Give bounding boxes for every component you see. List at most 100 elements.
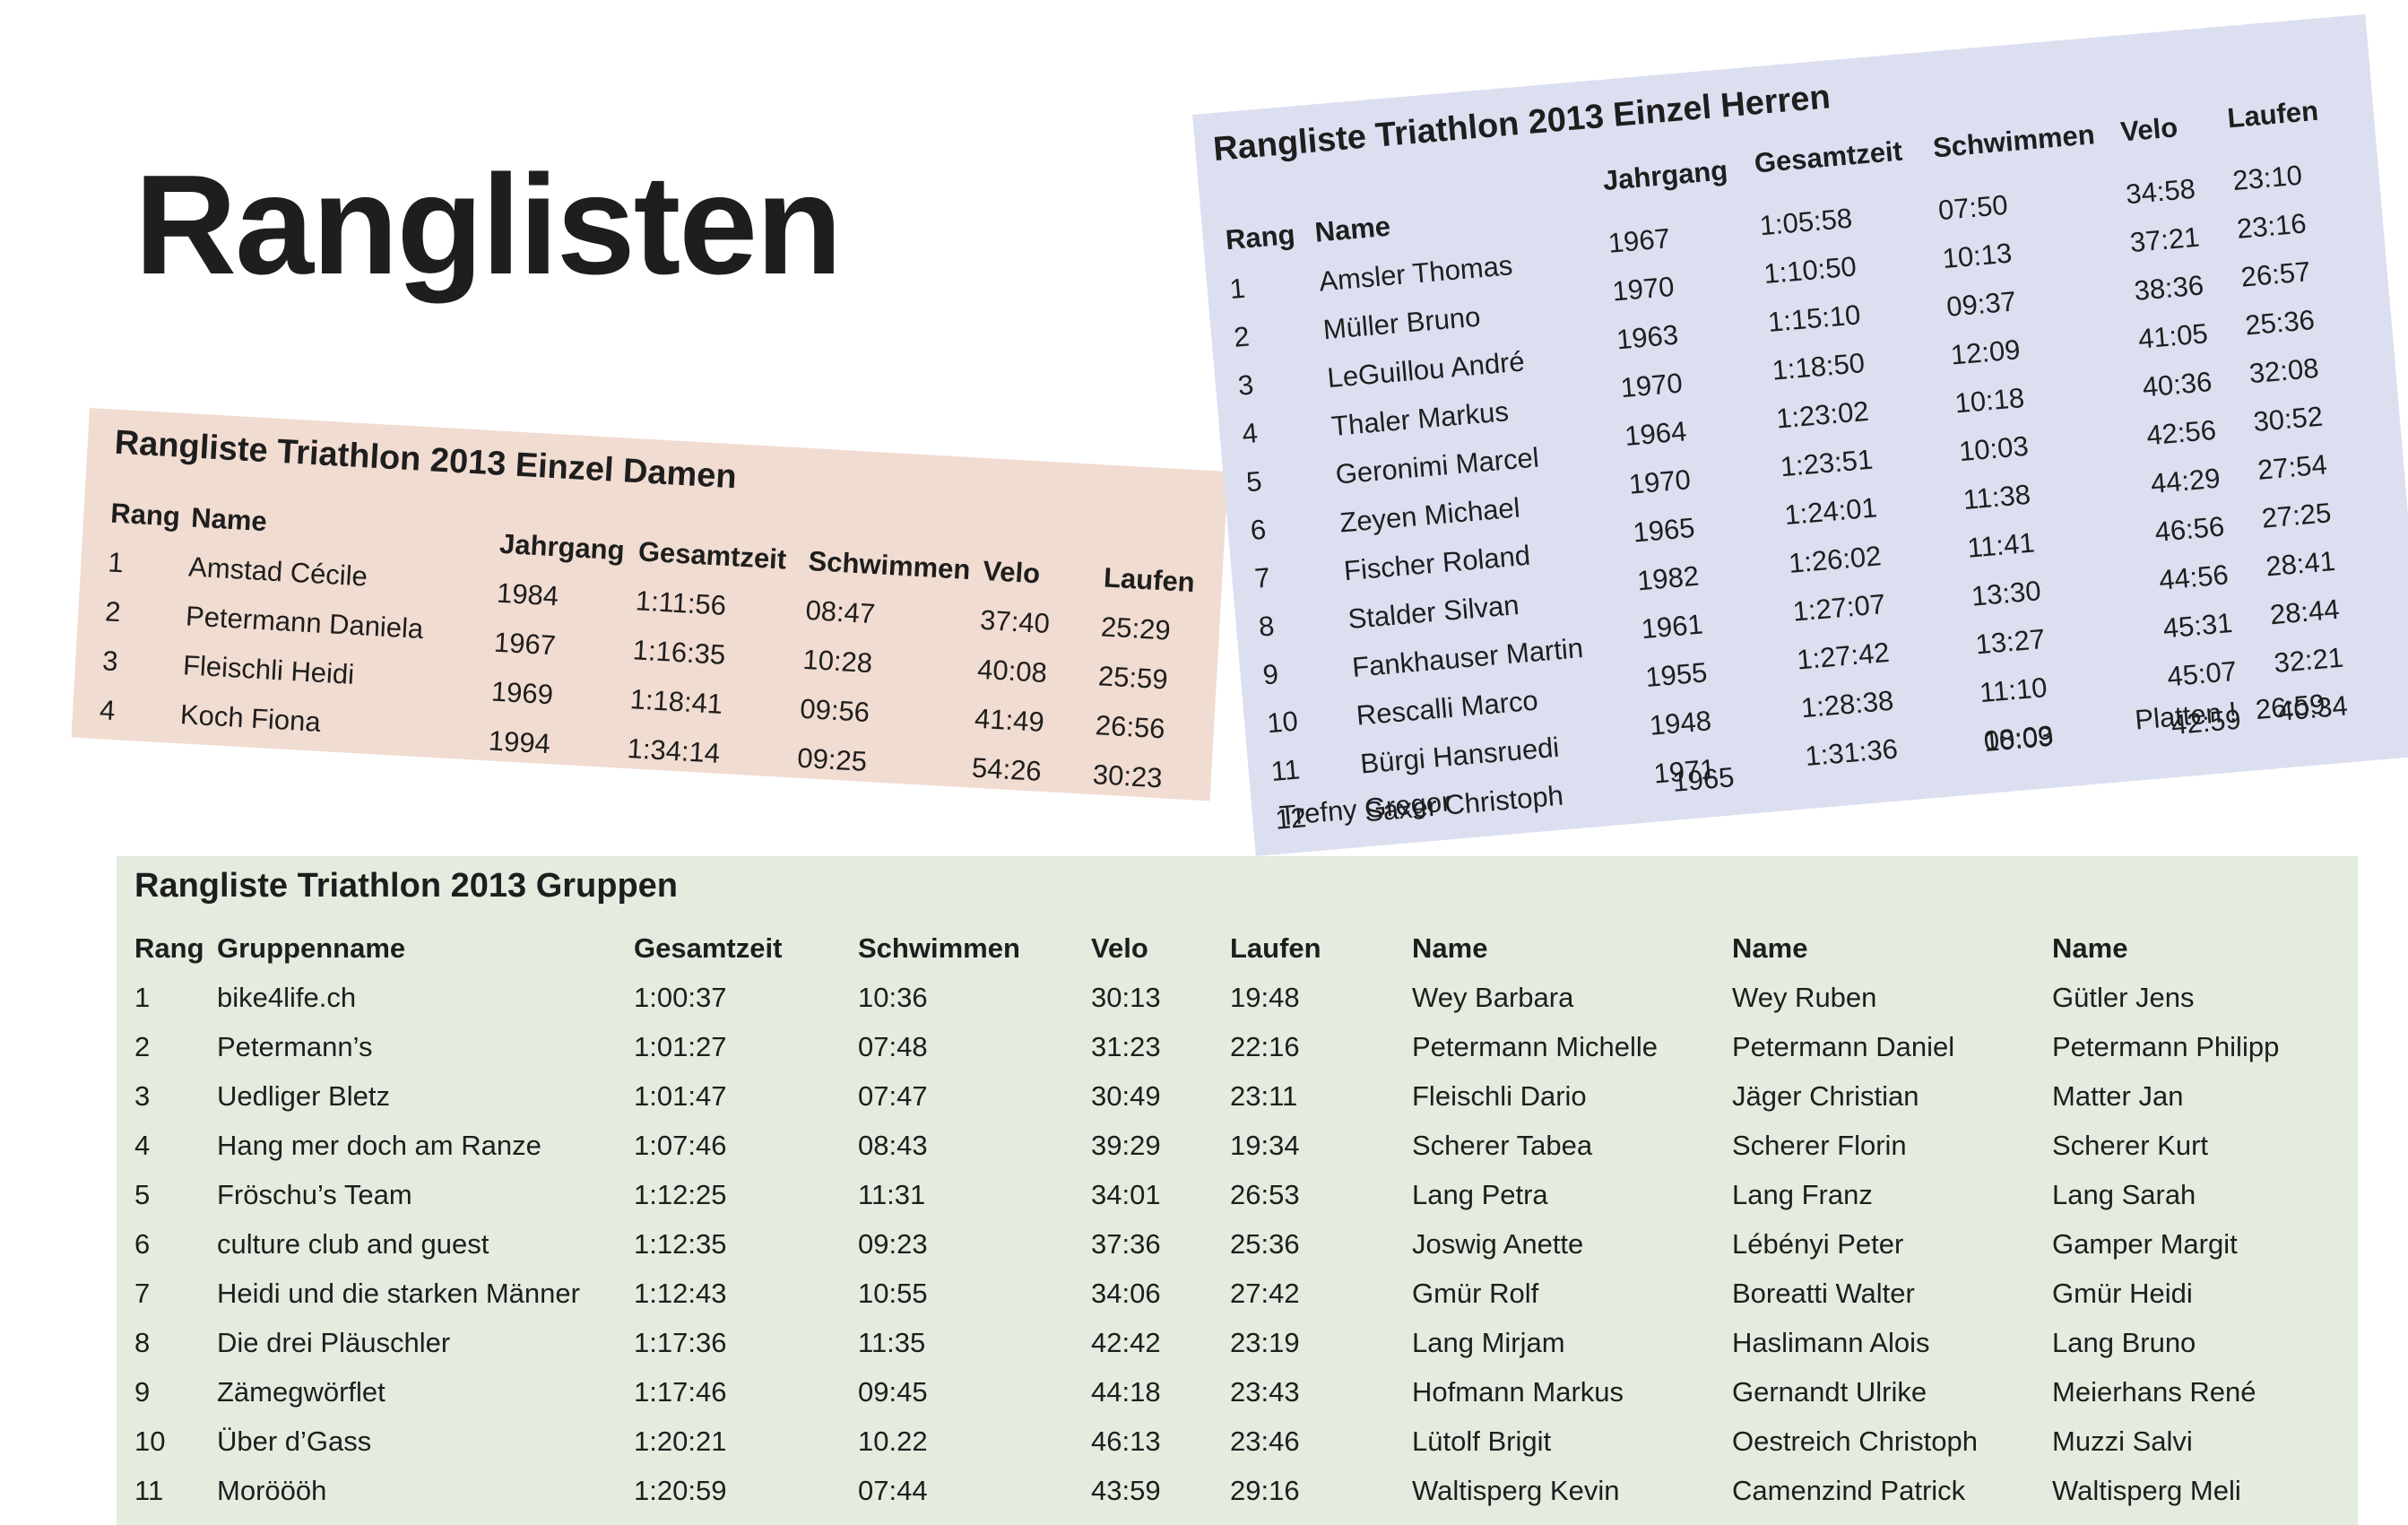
cell-laufen: 23:46 — [1230, 1425, 1300, 1457]
cell-rang: 11 — [1269, 753, 1302, 788]
cell-velo: 37:36 — [1091, 1228, 1161, 1260]
column-header-gesamtzeit: Gesamtzeit — [637, 535, 788, 576]
cell-jahrgang: 1969 — [490, 675, 554, 711]
column-header-name2: Name — [1732, 932, 1808, 964]
cell-laufen: 22:16 — [1230, 1031, 1300, 1062]
cell-rang: 2 — [104, 595, 122, 628]
cell-gesamtzeit: 1:10:50 — [1763, 250, 1858, 290]
cell-velo: 45:07 — [2166, 654, 2239, 693]
column-header-jahrgang: Jahrgang — [498, 527, 626, 567]
cell-rang: 9 — [1261, 658, 1280, 691]
cell-schwimmen: 10:28 — [801, 643, 874, 680]
cell-name1: Waltisperg Kevin — [1412, 1475, 1620, 1506]
cell-velo: 46:56 — [2153, 510, 2226, 548]
cell-gesamtzeit: 1:11:56 — [634, 585, 727, 621]
page-title: Ranglisten — [134, 146, 843, 304]
cell-velo: 30:13 — [1091, 982, 1161, 1013]
cell-gruppenname: Moröööh — [217, 1475, 327, 1506]
damen-ranking-card: Rangliste Triathlon 2013 Einzel Damen Ra… — [71, 408, 1229, 801]
cell-gesamtzeit: 1:16:35 — [631, 634, 727, 671]
column-header-rang: Rang — [109, 497, 181, 533]
cell-jahrgang: 1963 — [1615, 318, 1680, 356]
cell-gruppenname: Hang mer doch am Ranze — [217, 1130, 541, 1161]
cell-gesamtzeit: 1:05:58 — [1758, 202, 1854, 242]
column-header-schwimmen: Schwimmen — [1931, 118, 2096, 164]
cell-velo: 34:06 — [1091, 1278, 1161, 1309]
column-header-velo: Velo — [2118, 111, 2179, 148]
column-header-gruppenname: Gruppenname — [217, 932, 406, 964]
cell-laufen: 25:36 — [1230, 1228, 1300, 1260]
cell-name1: Joswig Anette — [1412, 1228, 1584, 1260]
cell-rang: 8 — [1257, 610, 1276, 643]
cell-laufen: 26:53 — [1230, 1179, 1300, 1210]
cell-schwimmen: 11:38 — [1962, 478, 2032, 516]
cell-schwimmen: 11:10 — [1978, 671, 2049, 709]
cell-velo: 40:36 — [2141, 366, 2213, 403]
cell-jahrgang: 1965 — [1632, 511, 1696, 549]
cell-name: Koch Fiona — [179, 698, 322, 738]
cell-name3: Lang Bruno — [2052, 1327, 2196, 1358]
cell-laufen: 25:29 — [1100, 611, 1172, 646]
cell-laufen: 32:08 — [2248, 351, 2320, 390]
extra-jahrgang: 1965 — [1671, 761, 1736, 798]
cell-name1: Fleischli Dario — [1412, 1080, 1587, 1112]
cell-jahrgang: 1982 — [1635, 559, 1701, 597]
cell-schwimmen: 10.22 — [858, 1425, 928, 1457]
cell-schwimmen: 10:36 — [858, 982, 928, 1013]
column-header-rang: Rang — [1224, 218, 1296, 256]
cell-rang: 4 — [1241, 417, 1260, 450]
cell-schwimmen: 09:56 — [799, 692, 871, 729]
cell-name3: Petermann Philipp — [2052, 1031, 2280, 1062]
cell-jahrgang: 1948 — [1648, 705, 1713, 741]
column-header-gesamtzeit: Gesamtzeit — [634, 932, 783, 964]
column-header-jahrgang: Jahrgang — [1601, 154, 1729, 197]
cell-name: Amstad Cécile — [187, 550, 368, 593]
cell-rang: 10 — [134, 1425, 166, 1457]
cell-name: Stalder Silvan — [1347, 588, 1520, 636]
extra-laufen: 26:59 — [2254, 688, 2326, 726]
cell-name1: Gmür Rolf — [1412, 1278, 1539, 1309]
cell-schwimmen: 13:30 — [1970, 575, 2042, 612]
cell-gesamtzeit: 1:18:41 — [628, 683, 724, 720]
cell-name2: Oestreich Christoph — [1732, 1425, 1978, 1457]
column-header-gesamtzeit: Gesamtzeit — [1753, 134, 1904, 179]
cell-gesamtzeit: 1:20:21 — [634, 1425, 727, 1457]
cell-velo: 37:21 — [2128, 221, 2201, 259]
cell-name3: Matter Jan — [2052, 1080, 2184, 1112]
cell-gruppenname: Die drei Pläuschler — [217, 1327, 451, 1358]
cell-schwimmen: 09:23 — [858, 1228, 928, 1260]
cell-gesamtzeit: 1:27:42 — [1795, 636, 1891, 676]
cell-rang: 11 — [134, 1475, 164, 1506]
cell-velo: 34:01 — [1091, 1179, 1161, 1210]
cell-gruppenname: Zämegwörflet — [217, 1376, 385, 1408]
cell-name2: Petermann Daniel — [1732, 1031, 1955, 1062]
cell-velo: 41:05 — [2136, 317, 2210, 355]
column-header-name: Name — [190, 501, 268, 538]
column-header-laufen: Laufen — [1103, 561, 1196, 599]
herren-ranking-card: Rangliste Triathlon 2013 Einzel Herren R… — [1192, 13, 2408, 856]
cell-velo: 41:49 — [974, 702, 1045, 738]
cell-rang: 2 — [134, 1031, 151, 1062]
cell-schwimmen: 07:47 — [858, 1080, 928, 1112]
cell-gesamtzeit: 1:12:43 — [634, 1278, 727, 1309]
cell-laufen: 25:59 — [1097, 660, 1169, 696]
cell-gesamtzeit: 1:17:46 — [634, 1376, 727, 1408]
cell-gesamtzeit: 1:01:47 — [634, 1080, 727, 1112]
cell-name1: Hofmann Markus — [1412, 1376, 1624, 1408]
cell-schwimmen: 09:45 — [858, 1376, 928, 1408]
cell-velo: 37:40 — [979, 603, 1051, 640]
column-header-rang: Rang — [134, 932, 204, 964]
cell-name1: Lang Petra — [1412, 1179, 1548, 1210]
cell-laufen: 32:21 — [2273, 641, 2345, 680]
cell-rang: 7 — [134, 1278, 151, 1309]
cell-schwimmen: 10:03 — [1957, 429, 2031, 468]
cell-velo: 46:13 — [1091, 1425, 1161, 1457]
cell-laufen: 27:42 — [1230, 1278, 1300, 1309]
damen-title: Rangliste Triathlon 2013 Einzel Damen — [113, 423, 738, 497]
cell-laufen: 26:56 — [1095, 709, 1166, 745]
herren-title: Rangliste Triathlon 2013 Einzel Herren — [1211, 78, 1832, 169]
cell-name2: Boreatti Walter — [1732, 1278, 1915, 1309]
cell-name3: Gütler Jens — [2052, 982, 2195, 1013]
cell-name: Zeyen Michael — [1338, 491, 1521, 539]
cell-laufen: 29:16 — [1230, 1475, 1300, 1506]
